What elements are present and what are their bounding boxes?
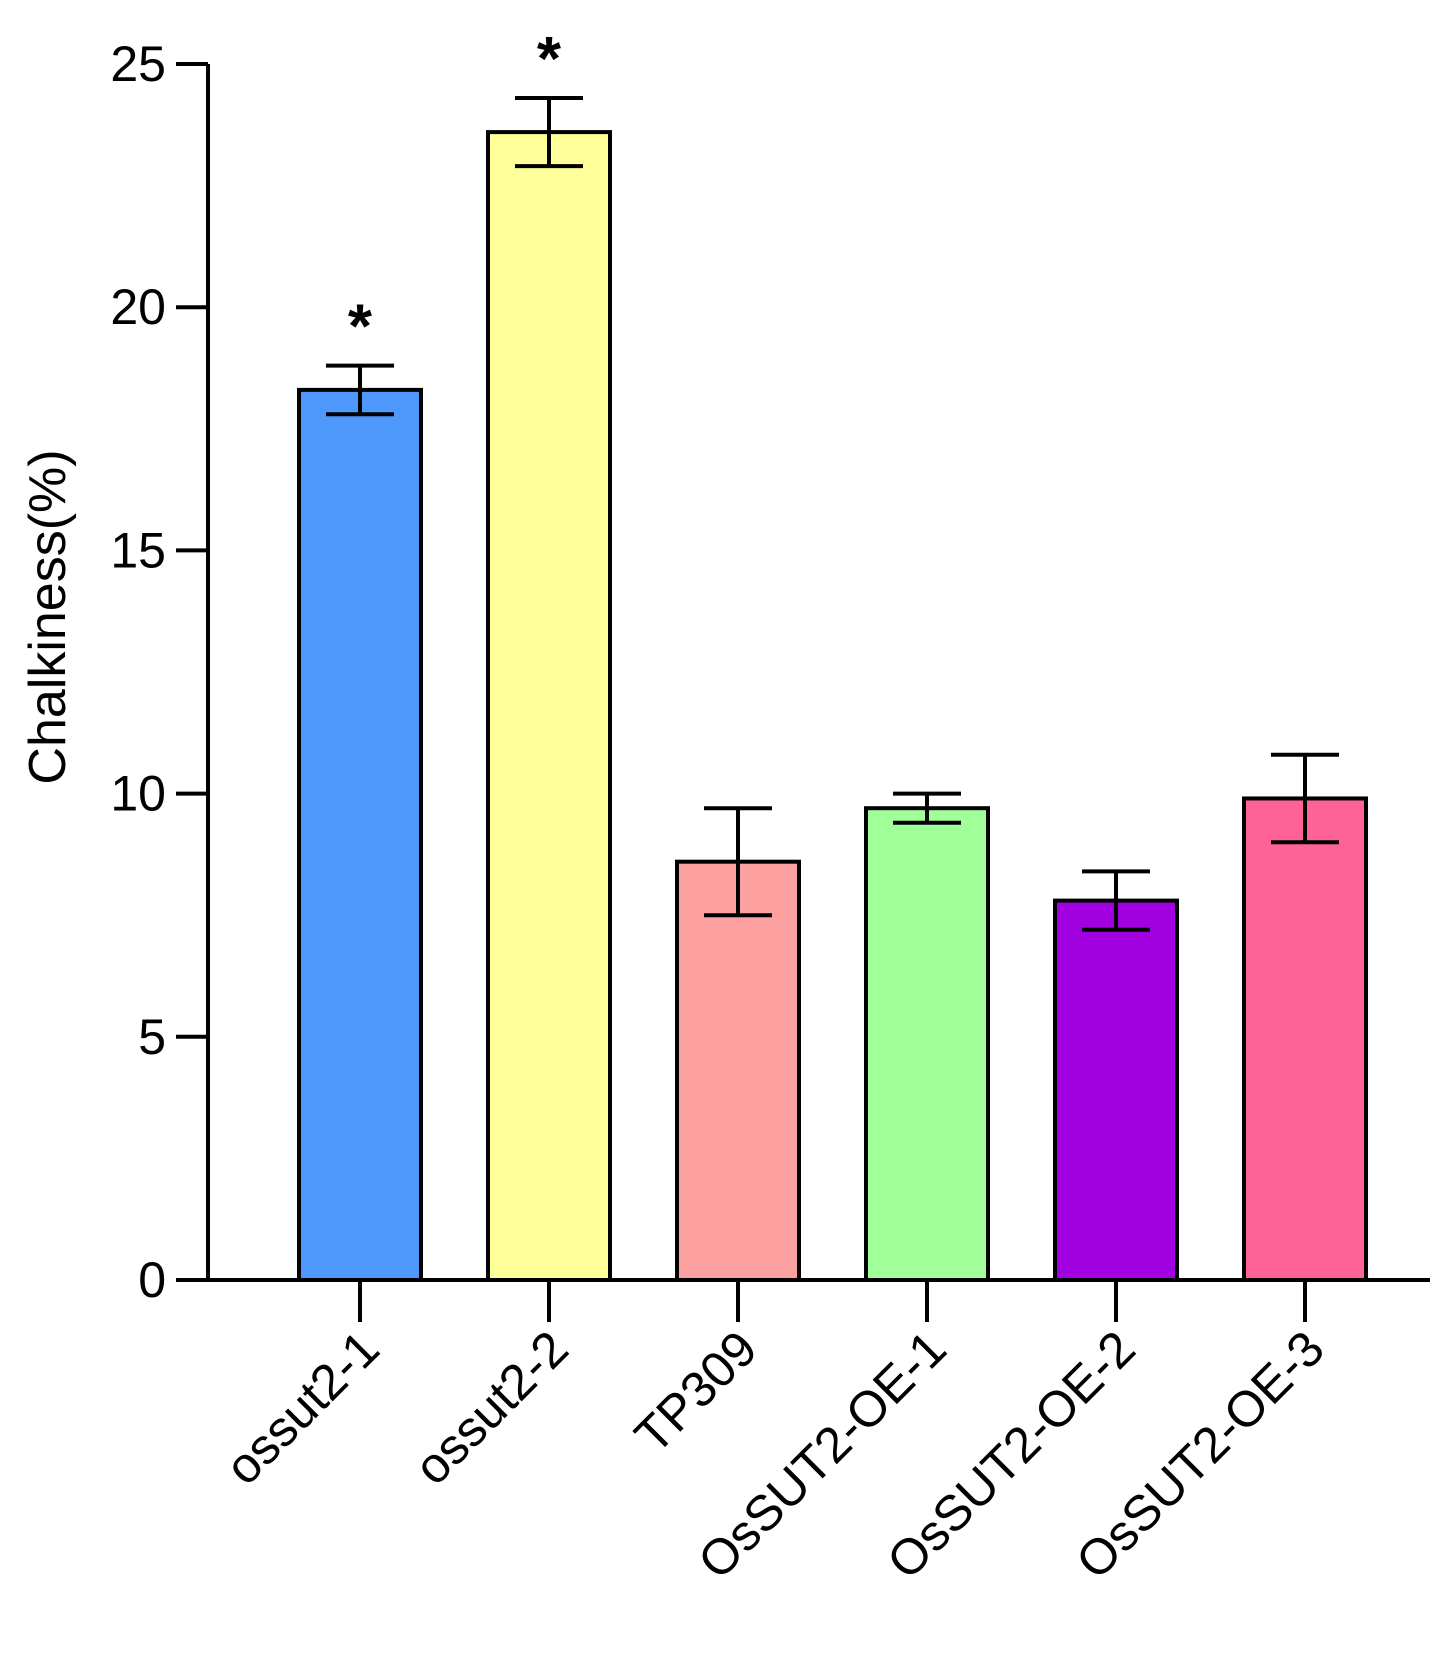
y-tick-label: 25 xyxy=(110,36,166,92)
bar-ossut2-1 xyxy=(297,387,423,1282)
bar-OsSUT2-OE-1 xyxy=(864,806,990,1283)
x-tick-label: ossut2-2 xyxy=(404,1320,579,1495)
y-tick-label: 5 xyxy=(138,1009,166,1065)
significance-marker: * xyxy=(537,25,562,94)
y-axis-title: Chalkiness(%) xyxy=(19,449,77,784)
y-tick-label: 15 xyxy=(110,522,166,578)
y-tick-label: 20 xyxy=(110,279,166,335)
x-tick-label: TP309 xyxy=(624,1320,768,1464)
y-tick-label: 0 xyxy=(138,1252,166,1308)
y-tick-label: 10 xyxy=(110,766,166,822)
x-tick-label: ossut2-1 xyxy=(215,1320,390,1495)
bar-OsSUT2-OE-2 xyxy=(1053,898,1179,1282)
bar-TP309 xyxy=(675,859,801,1282)
significance-marker: * xyxy=(348,293,373,362)
bar-OsSUT2-OE-3 xyxy=(1242,796,1368,1282)
bar-ossut2-2 xyxy=(486,130,612,1283)
